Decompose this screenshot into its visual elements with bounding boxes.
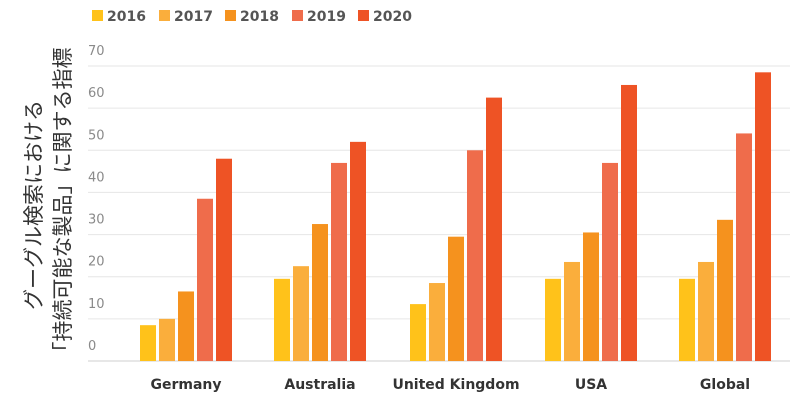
bar-2016-usa: [545, 278, 561, 361]
y-tick-label: 40: [88, 170, 105, 185]
bar-2016-australia: [274, 278, 290, 361]
bar-2018-australia: [312, 224, 328, 361]
y-tick-label: 70: [88, 44, 105, 59]
bar-2020-usa: [621, 84, 637, 361]
legend-label: 2017: [174, 9, 213, 25]
legend-label: 2018: [240, 9, 279, 25]
bar-2016-global: [679, 278, 695, 361]
y-axis-label-line-2: 「持続可能な製品」に関する指標: [51, 48, 75, 363]
bar-2016-united-kingdom: [410, 304, 426, 361]
x-category-label: Germany: [150, 377, 221, 393]
bar-2020-germany: [216, 158, 232, 361]
bar-2019-australia: [331, 162, 347, 361]
legend-label: 2019: [307, 9, 346, 25]
legend: 2016 2017 2018 2019 2020: [92, 9, 412, 25]
bar-2017-united-kingdom: [429, 283, 445, 361]
legend-swatch: [225, 10, 236, 21]
y-tick-label: 20: [88, 255, 105, 270]
bar-2016-germany: [140, 325, 156, 361]
bar-2019-united-kingdom: [467, 150, 483, 361]
bar-2019-usa: [602, 162, 618, 361]
bars: [140, 72, 771, 362]
bar-2017-global: [698, 261, 714, 361]
y-tick-label: 30: [88, 213, 105, 228]
legend-label: 2016: [107, 9, 146, 25]
bar-2019-germany: [197, 198, 213, 361]
bar-2017-usa: [564, 261, 580, 361]
bar-2020-united-kingdom: [486, 97, 502, 361]
x-axis-categories: Germany Australia United Kingdom USA Global: [150, 377, 750, 393]
y-tick-label: 60: [88, 86, 105, 101]
y-tick-label: 0: [88, 339, 96, 354]
y-tick-label: 10: [88, 297, 105, 312]
x-category-label: Australia: [284, 377, 355, 393]
y-axis-label: グーグル検索における 「持続可能な製品」に関する指標: [22, 48, 75, 363]
bar-2020-australia: [350, 141, 366, 361]
x-category-label: United Kingdom: [392, 377, 519, 393]
legend-swatch: [159, 10, 170, 21]
legend-swatch: [292, 10, 303, 21]
bar-2019-global: [736, 133, 752, 361]
bar-2020-global: [755, 72, 771, 362]
bar-2018-global: [717, 219, 733, 361]
bar-2018-united-kingdom: [448, 236, 464, 361]
y-axis-ticks: 0 10 20 30 40 50 60 70: [88, 44, 105, 354]
bar-2018-usa: [583, 232, 599, 361]
x-category-label: Global: [700, 377, 750, 393]
x-category-label: USA: [575, 377, 607, 393]
legend-label: 2020: [373, 9, 412, 25]
legend-swatch: [358, 10, 369, 21]
y-axis-label-line-1: グーグル検索における: [22, 100, 46, 310]
y-tick-label: 50: [88, 128, 105, 143]
bar-2017-germany: [159, 318, 175, 361]
bar-2018-germany: [178, 291, 194, 361]
legend-swatch: [92, 10, 103, 21]
bar-2017-australia: [293, 266, 309, 361]
